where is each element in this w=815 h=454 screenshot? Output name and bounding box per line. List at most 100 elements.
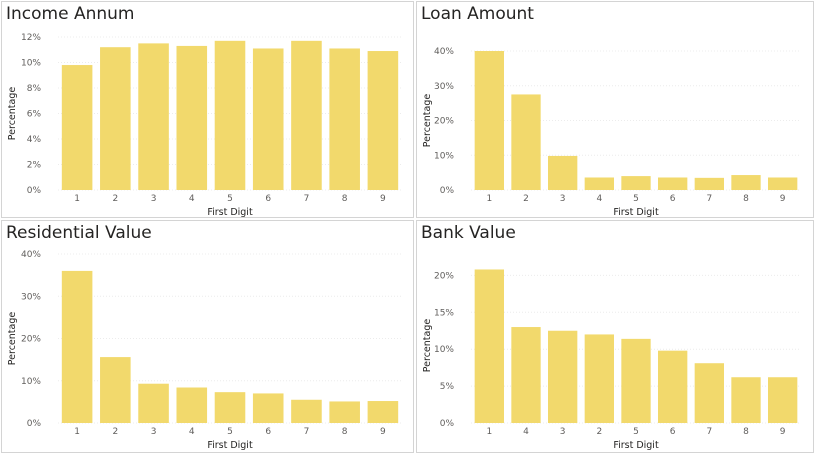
x-tick-label: 9	[780, 427, 786, 437]
x-tick-label: 7	[706, 427, 712, 437]
x-axis-title: First Digit	[613, 207, 659, 218]
bar-2[interactable]	[511, 94, 541, 190]
bar-6[interactable]	[252, 48, 284, 190]
x-tick-label: 9	[380, 194, 386, 204]
x-tick-label: 5	[227, 194, 233, 204]
bar-4[interactable]	[511, 327, 541, 423]
bar-8[interactable]	[731, 175, 761, 190]
x-axis-title: First Digit	[207, 207, 253, 218]
bar-3[interactable]	[138, 43, 169, 190]
x-tick-label: 9	[780, 194, 786, 204]
y-tick-label: 10%	[434, 345, 454, 355]
x-tick-label: 1	[486, 427, 492, 437]
bar-6[interactable]	[252, 393, 284, 423]
y-tick-label: 8%	[27, 84, 42, 94]
y-axis-title: Percentage	[422, 94, 433, 148]
x-tick-label: 7	[304, 427, 310, 437]
bar-6[interactable]	[658, 177, 688, 190]
y-tick-label: 20%	[434, 117, 454, 127]
bar-7[interactable]	[694, 363, 724, 423]
x-tick-label: 8	[342, 194, 348, 204]
bar-2[interactable]	[100, 47, 131, 191]
x-tick-label: 3	[560, 427, 566, 437]
x-tick-label: 6	[265, 427, 271, 437]
bar-3[interactable]	[548, 330, 578, 423]
y-tick-label: 4%	[27, 135, 42, 145]
x-tick-label: 5	[633, 194, 639, 204]
x-tick-label: 2	[523, 194, 529, 204]
y-tick-label: 0%	[27, 419, 42, 429]
y-tick-label: 40%	[434, 47, 454, 57]
x-tick-label: 1	[486, 194, 492, 204]
bar-5[interactable]	[621, 176, 651, 190]
bar-3[interactable]	[548, 155, 578, 190]
bar-5[interactable]	[214, 392, 246, 423]
y-tick-label: 20%	[434, 271, 454, 281]
y-axis-title: Percentage	[7, 312, 18, 366]
chart-title: Residential Value	[6, 223, 152, 243]
bar-1[interactable]	[474, 269, 504, 423]
bar-1[interactable]	[474, 51, 504, 190]
x-tick-label: 9	[380, 427, 386, 437]
x-tick-label: 1	[74, 194, 80, 204]
x-tick-label: 4	[189, 427, 195, 437]
x-axis-title: First Digit	[207, 440, 253, 451]
bar-9[interactable]	[367, 51, 399, 191]
bar-8[interactable]	[731, 377, 761, 423]
y-axis-title: Percentage	[422, 319, 433, 373]
bar-5[interactable]	[621, 338, 651, 423]
chart-panel-residential-value: Residential Value 0% 10% 20% 30% 40% 1 2 3 4 5 6 7 8…	[1, 220, 414, 453]
x-tick-label: 4	[523, 427, 529, 437]
x-tick-label: 3	[151, 427, 157, 437]
bar-3[interactable]	[138, 383, 169, 423]
x-tick-label: 2	[112, 427, 118, 437]
chart-title: Bank Value	[421, 223, 516, 243]
x-tick-label: 7	[304, 194, 310, 204]
x-tick-label: 7	[706, 194, 712, 204]
y-axis-title: Percentage	[7, 87, 18, 141]
y-tick-label: 10%	[21, 59, 41, 69]
chart-panel-income-annum: Income Annum 0% 2% 4% 6% 8% 10% 12% 1 2 3 4 5 6 7 8 9 Fi…	[1, 1, 414, 218]
chart-title: Income Annum	[6, 4, 135, 24]
y-tick-label: 0%	[440, 419, 455, 429]
bar-7[interactable]	[291, 40, 322, 191]
y-tick-label: 2%	[27, 161, 42, 171]
bar-8[interactable]	[329, 401, 360, 423]
chart-panel-loan-amount: Loan Amount 0% 10% 20% 30% 40% 1 2 3 4 5 6 7 8 9 First…	[416, 1, 814, 218]
y-tick-label: 15%	[434, 308, 454, 318]
bar-1[interactable]	[61, 270, 93, 423]
bar-7[interactable]	[694, 177, 724, 190]
bar-5[interactable]	[214, 40, 246, 191]
x-tick-label: 3	[560, 194, 566, 204]
bar-6[interactable]	[658, 350, 688, 423]
chart-panel-bank-value: Bank Value 0% 5% 10% 15% 20% 1 4 3 2 5 6 7 8 9 First D…	[416, 220, 814, 453]
y-tick-label: 12%	[21, 33, 41, 43]
x-tick-label: 1	[74, 427, 80, 437]
bar-4[interactable]	[176, 45, 208, 190]
chart-loan-amount: 0% 10% 20% 30% 40% 1 2 3 4 5 6 7 8 9 First Digit Percen…	[422, 47, 801, 218]
x-tick-label: 3	[151, 194, 157, 204]
x-tick-label: 4	[596, 194, 602, 204]
x-tick-label: 2	[596, 427, 602, 437]
bar-4[interactable]	[176, 387, 208, 423]
y-tick-label: 40%	[21, 250, 41, 260]
bar-2[interactable]	[100, 357, 131, 423]
bar-9[interactable]	[768, 177, 798, 190]
x-tick-label: 8	[743, 427, 749, 437]
bar-1[interactable]	[61, 65, 93, 190]
bar-2[interactable]	[584, 334, 614, 423]
bar-9[interactable]	[768, 377, 798, 423]
bar-8[interactable]	[329, 48, 360, 190]
bar-4[interactable]	[584, 177, 614, 190]
x-tick-label: 8	[743, 194, 749, 204]
bar-9[interactable]	[367, 401, 399, 423]
y-tick-label: 10%	[434, 151, 454, 161]
x-axis-title: First Digit	[613, 440, 659, 451]
chart-title: Loan Amount	[421, 4, 534, 24]
x-tick-label: 5	[633, 427, 639, 437]
bar-7[interactable]	[291, 399, 322, 423]
x-tick-label: 8	[342, 427, 348, 437]
x-tick-label: 6	[670, 427, 676, 437]
x-tick-label: 6	[670, 194, 676, 204]
chart-income-annum: 0% 2% 4% 6% 8% 10% 12% 1 2 3 4 5 6 7 8 9 First Digit Perc…	[7, 33, 402, 218]
